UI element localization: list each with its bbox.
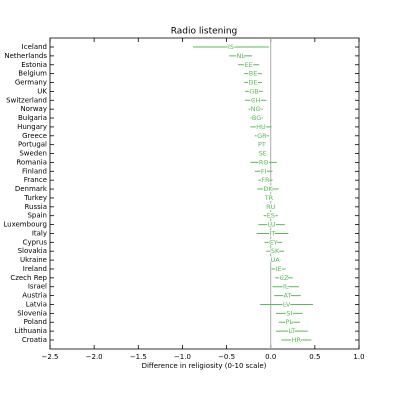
point-code: IL xyxy=(283,283,289,291)
x-tick-label: −1.0 xyxy=(174,353,191,361)
y-tick-label: Luxembourg xyxy=(3,221,47,229)
point-code: LU xyxy=(268,221,276,229)
y-tick-label: Norway xyxy=(20,105,47,113)
y-tick-label: Poland xyxy=(24,318,47,326)
point-code: ES xyxy=(267,212,275,220)
point-code: AT xyxy=(284,292,292,300)
x-tick-label: −2.5 xyxy=(42,353,59,361)
y-tick-label: Romania xyxy=(16,158,47,166)
y-tick-label: Turkey xyxy=(23,194,47,202)
y-tick-label: Greece xyxy=(22,132,47,140)
point-code: NL xyxy=(236,52,245,60)
y-tick-label: Latvia xyxy=(26,300,47,308)
y-tick-label: Switzerland xyxy=(6,96,47,104)
y-tick-label: Portugal xyxy=(18,141,47,149)
x-tick-label: −0.5 xyxy=(218,353,235,361)
y-tick-label: Israel xyxy=(28,283,47,291)
point-code: IT xyxy=(270,229,276,237)
x-tick-label: 0.5 xyxy=(309,353,320,361)
point-code: FR xyxy=(261,176,270,184)
point-code: GB xyxy=(249,87,259,95)
x-axis-label: Difference in religiosity (0-10 scale) xyxy=(142,362,267,370)
y-tick-label: Hungary xyxy=(17,123,47,131)
chart-title: Radio listening xyxy=(171,27,238,37)
point-code: NO xyxy=(251,105,261,113)
point-code: SI xyxy=(286,309,292,317)
y-tick-label: Italy xyxy=(32,229,47,237)
y-tick-label: Denmark xyxy=(15,185,48,193)
plot-frame xyxy=(49,37,360,350)
point-code: BE xyxy=(249,70,258,78)
point-code: LV xyxy=(283,300,291,308)
point-code: SK xyxy=(271,247,280,255)
y-tick-label: UK xyxy=(37,87,47,95)
y-tick-label: Russia xyxy=(24,203,47,211)
y-tick-label: Croatia xyxy=(22,336,47,344)
x-tick-label: −1.5 xyxy=(130,353,147,361)
point-code: CY xyxy=(269,238,277,246)
x-tick-label: 1.0 xyxy=(353,353,364,361)
point-code: CZ xyxy=(279,274,289,282)
point-code: HR xyxy=(292,336,302,344)
y-tick-label: Netherlands xyxy=(4,52,47,60)
y-tick-label: Estonia xyxy=(21,61,47,69)
point-code: HU xyxy=(256,123,266,131)
point-code: IE xyxy=(276,265,282,273)
point-code: DK xyxy=(263,185,273,193)
point-code: UA xyxy=(271,256,281,264)
y-tick-label: France xyxy=(24,176,47,184)
y-tick-label: Lithuania xyxy=(15,327,47,335)
point-code: PL xyxy=(285,318,293,326)
point-code: RO xyxy=(259,158,269,166)
y-tick-label: Czech Rep xyxy=(10,274,47,282)
x-tick-label: 0.0 xyxy=(265,353,276,361)
y-tick-label: Finland xyxy=(22,167,47,175)
y-tick-label: Ireland xyxy=(23,265,47,273)
point-code: SE xyxy=(259,150,267,158)
y-tick-label: Spain xyxy=(27,212,47,220)
point-code: LT xyxy=(289,327,296,335)
y-tick-label: Sweden xyxy=(19,150,47,158)
point-code: DE xyxy=(248,79,257,87)
point-code: GR xyxy=(257,132,267,140)
point-code: RU xyxy=(266,203,276,211)
point-code: FI xyxy=(261,167,267,175)
point-code: EE xyxy=(245,61,253,69)
point-code: TR xyxy=(264,194,274,202)
point-code: CH xyxy=(251,96,261,104)
y-tick-label: Belgium xyxy=(18,70,47,78)
y-tick-label: Austria xyxy=(22,292,47,300)
y-tick-label: Bulgaria xyxy=(18,114,47,122)
y-tick-label: Ukraine xyxy=(20,256,47,264)
y-tick-label: Slovenia xyxy=(17,309,47,317)
point-code: PT xyxy=(258,141,266,149)
point-code: BG xyxy=(252,114,261,122)
y-tick-label: Slovakia xyxy=(18,247,47,255)
point-code: IS xyxy=(228,43,234,51)
y-tick-label: Iceland xyxy=(22,43,47,51)
x-tick-label: −2.0 xyxy=(86,353,103,361)
y-tick-label: Cyprus xyxy=(23,238,48,246)
y-tick-label: Germany xyxy=(15,79,47,87)
